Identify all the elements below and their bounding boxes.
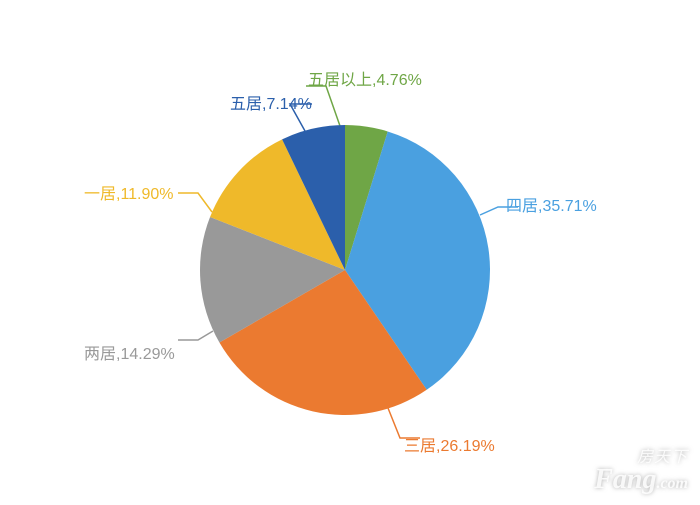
watermark: 房天下 Fang.com bbox=[594, 450, 688, 494]
slice-label-两居: 两居,14.29% bbox=[84, 340, 175, 364]
leader-line-一居 bbox=[178, 193, 212, 212]
slice-label-四居: 四居,35.71% bbox=[506, 192, 597, 216]
watermark-main: Fang bbox=[594, 464, 656, 495]
slice-label-三居: 三居,26.19% bbox=[404, 432, 495, 456]
leader-line-两居 bbox=[178, 331, 213, 340]
slice-label-一居: 一居,11.90% bbox=[84, 180, 174, 204]
watermark-en: Fang.com bbox=[594, 466, 688, 494]
slice-label-五居以上: 五居以上,4.76% bbox=[308, 66, 422, 90]
watermark-suffix: .com bbox=[656, 475, 688, 492]
slice-label-五居: 五居,7.14% bbox=[230, 90, 312, 114]
